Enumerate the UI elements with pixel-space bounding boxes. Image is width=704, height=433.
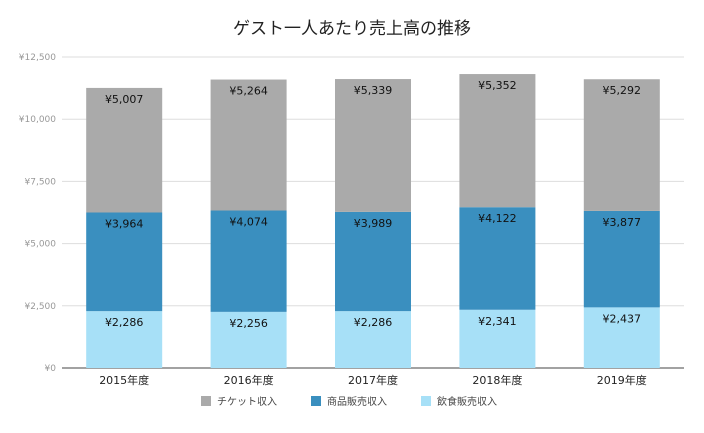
y-tick-label: ¥5,000 — [25, 240, 57, 250]
bar-segment — [459, 74, 536, 208]
data-label: ¥4,122 — [478, 212, 517, 225]
data-label: ¥2,286 — [105, 316, 144, 329]
legend-swatch — [201, 396, 211, 406]
legend-swatch — [311, 396, 321, 406]
bar-segment — [583, 210, 660, 308]
y-tick-label: ¥0 — [45, 364, 57, 374]
bar-segment — [335, 79, 411, 212]
legend-label: チケット収入 — [217, 396, 277, 408]
label-layer: ¥2,286 ¥3,964 ¥5,007 2015年度 ¥2,256 ¥4,074 ¥5,2… — [99, 79, 647, 387]
x-tick-label: 2015年度 — [99, 373, 149, 387]
bar-segment — [459, 207, 536, 310]
x-tick-label: 2018年度 — [472, 373, 522, 387]
bar-segment — [86, 212, 163, 312]
data-label: ¥3,964 — [105, 218, 144, 231]
legend-layer: チケット収入 商品販売収入 飲食販売収入 — [201, 395, 497, 408]
x-tick-label: 2016年度 — [224, 373, 274, 387]
bar-segment — [86, 311, 163, 368]
data-label: ¥5,339 — [354, 84, 393, 97]
bar-segment — [583, 79, 660, 211]
bar-segment — [335, 311, 411, 368]
bar-segment — [210, 210, 287, 312]
y-tick-label: ¥2,500 — [25, 302, 57, 312]
data-label: ¥2,256 — [229, 317, 268, 330]
data-label: ¥5,264 — [229, 85, 268, 98]
y-tick-label: ¥12,500 — [19, 53, 56, 63]
legend-label: 飲食販売収入 — [437, 395, 497, 408]
bar-segment — [583, 307, 660, 368]
data-label: ¥4,074 — [229, 216, 268, 229]
data-label: ¥5,352 — [478, 79, 517, 92]
y-tick-label: ¥10,000 — [19, 115, 56, 125]
bar-segment — [459, 309, 536, 368]
legend-swatch — [421, 396, 431, 406]
y-tick-label: ¥7,500 — [25, 177, 57, 187]
data-label: ¥3,989 — [354, 217, 393, 230]
data-label: ¥5,292 — [603, 84, 642, 97]
chart-title: ゲスト一人あたり売上高の推移 — [233, 19, 471, 39]
bar-layer — [86, 74, 660, 368]
data-label: ¥3,877 — [603, 216, 642, 229]
bar-segment — [335, 211, 411, 312]
data-label: ¥5,007 — [105, 93, 144, 106]
bar-segment — [86, 87, 163, 213]
x-tick-label: 2019年度 — [597, 373, 647, 387]
data-label: ¥2,437 — [603, 312, 642, 325]
x-tick-label: 2017年度 — [348, 373, 398, 387]
data-label: ¥2,286 — [354, 316, 393, 329]
data-label: ¥2,341 — [478, 315, 517, 328]
bar-segment — [210, 79, 287, 211]
bar-segment — [210, 311, 287, 368]
legend-label: 商品販売収入 — [327, 395, 387, 408]
